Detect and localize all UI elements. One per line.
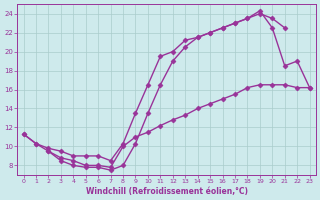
X-axis label: Windchill (Refroidissement éolien,°C): Windchill (Refroidissement éolien,°C) — [85, 187, 248, 196]
